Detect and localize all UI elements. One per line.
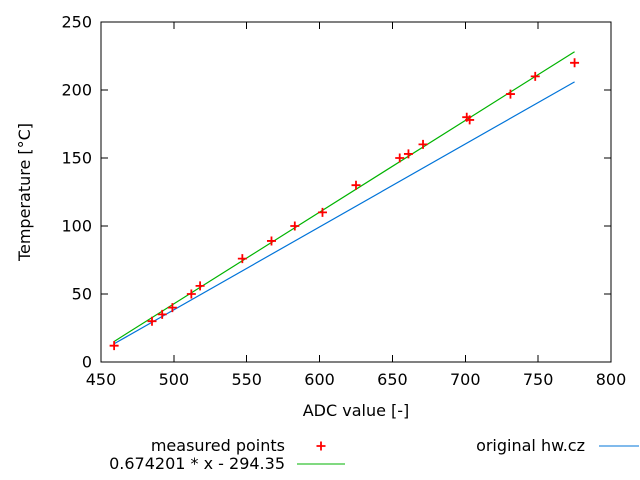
y-tick-label: 100 xyxy=(61,217,92,236)
original-hwcz-line xyxy=(113,81,575,345)
legend-label-fit-equation: 0.674201 * x - 294.35 xyxy=(109,454,285,473)
x-tick-label: 600 xyxy=(304,370,335,389)
data-point-plus-marker xyxy=(505,89,515,99)
data-point-plus-marker xyxy=(109,341,119,351)
data-point-plus-marker xyxy=(195,281,205,291)
data-point-plus-marker xyxy=(351,180,361,190)
x-tick-label: 750 xyxy=(523,370,554,389)
data-point-plus-marker xyxy=(290,221,300,231)
data-point-plus-marker xyxy=(237,254,247,264)
data-point-plus-marker xyxy=(167,303,177,313)
axis-ticks xyxy=(100,21,612,363)
plot-border xyxy=(100,21,612,363)
measured-points xyxy=(109,58,580,351)
data-point-plus-marker xyxy=(570,58,580,68)
x-tick-label: 550 xyxy=(231,370,262,389)
y-tick-label: 50 xyxy=(72,285,92,304)
x-tick-label: 700 xyxy=(450,370,481,389)
original-line xyxy=(113,81,575,345)
legend-plus-marker-icon xyxy=(316,441,326,451)
data-point-plus-marker xyxy=(403,149,413,159)
data-point-plus-marker xyxy=(157,309,167,319)
legend-label-measured-points: measured points xyxy=(151,436,285,455)
y-axis-title: Temperature [°C] xyxy=(15,123,34,262)
y-tick-label: 150 xyxy=(61,149,92,168)
data-point-plus-marker xyxy=(465,115,475,125)
legend-label-original-hwcz: original hw.cz xyxy=(476,436,585,455)
data-point-plus-marker xyxy=(530,71,540,81)
x-tick-label: 650 xyxy=(377,370,408,389)
data-point-plus-marker xyxy=(147,316,157,326)
data-point-plus-marker xyxy=(186,289,196,299)
fit-equation-line xyxy=(113,51,575,342)
data-point-plus-marker xyxy=(395,153,405,163)
y-tick-label: 0 xyxy=(82,353,92,372)
x-tick-label: 800 xyxy=(596,370,627,389)
legend: measured points 0.674201 * x - 294.35 or… xyxy=(109,436,639,473)
x-tick-label: 500 xyxy=(159,370,190,389)
fit-line xyxy=(113,51,575,342)
x-tick-label: 450 xyxy=(86,370,117,389)
x-axis-title: ADC value [-] xyxy=(303,401,410,420)
y-tick-label: 250 xyxy=(61,13,92,32)
data-point-plus-marker xyxy=(418,139,428,149)
y-tick-label: 200 xyxy=(61,81,92,100)
tick-labels: 450 500 550 600 650 700 750 800 0 50 100 150 200 250 xyxy=(61,13,626,390)
data-point-plus-marker xyxy=(266,236,276,246)
data-point-plus-marker xyxy=(317,207,327,217)
